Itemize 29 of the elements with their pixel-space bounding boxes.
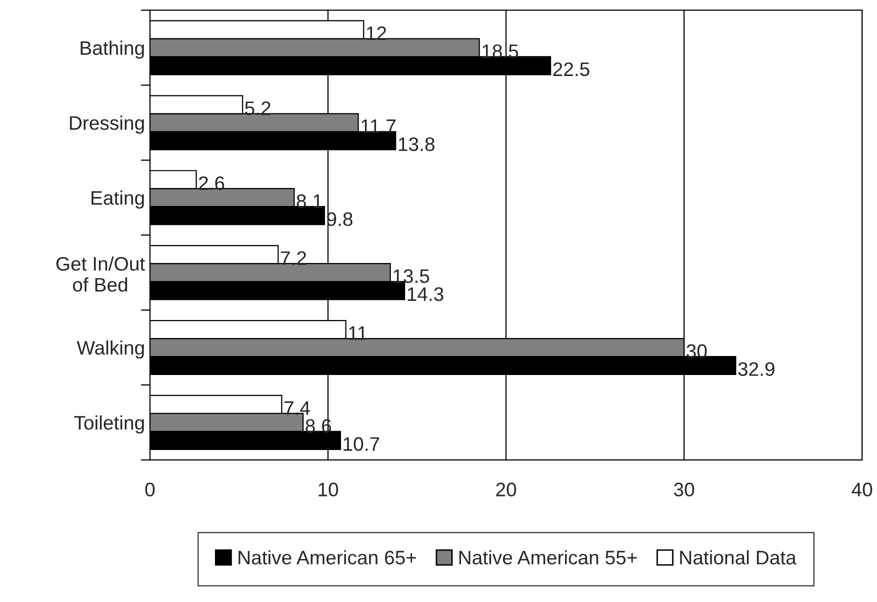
data-label: 7.4 [284,401,310,415]
data-label: 2.6 [199,176,224,190]
y-tick-label: Dressing [70,116,144,134]
x-tick-label: 30 [674,482,694,496]
legend-label: National Data [680,550,796,564]
data-label: 32.9 [738,362,774,376]
data-label: 7.2 [280,251,306,265]
data-label: 5.2 [245,101,270,116]
data-label: 30 [686,344,707,358]
data-label: 22.5 [553,62,590,76]
y-tick-label: Get In/Out of Bed [56,256,145,292]
x-tick-label: 10 [318,482,338,496]
data-label: 13.8 [398,137,434,152]
y-tick-label: Walking [76,340,144,359]
data-label: 12 [366,26,386,40]
data-label: 14.3 [408,287,444,302]
y-tick-label: Toileting [74,415,144,434]
data-label: 8.1 [296,194,322,208]
data-label: 13.5 [394,269,430,284]
legend-label: Native American 65+ [238,550,416,564]
x-tick-label: 20 [496,482,516,496]
x-tick-label: 40 [852,482,872,496]
data-label: 11 [349,326,367,340]
data-label: 11.7 [362,120,396,133]
y-tick-label: Bathing [80,40,144,59]
legend-label: Native American 55+ [459,550,637,564]
data-label: 10.7 [344,437,380,451]
x-tick-label: 0 [145,482,155,496]
y-tick-label: Eating [92,190,144,209]
